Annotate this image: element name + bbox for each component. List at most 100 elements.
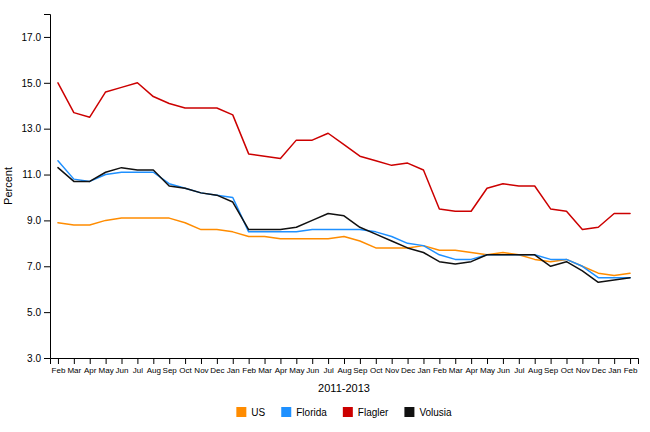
legend: USFloridaFlaglerVolusia — [236, 407, 452, 418]
y-tick-mark — [44, 175, 50, 176]
plot: FebMarAprMayJunJulAugSepOctNovDecJanFebM… — [2, 15, 639, 395]
x-tick-label: Apr — [275, 366, 288, 375]
x-tick-label: Jul — [514, 366, 524, 375]
x-tick-label: Oct — [370, 366, 383, 375]
x-tick: Feb — [242, 358, 256, 375]
x-tick: Oct — [561, 358, 574, 375]
legend-swatch — [343, 407, 353, 417]
x-tick: May — [480, 358, 495, 375]
x-tick-mark — [90, 358, 91, 364]
x-tick-label: Feb — [242, 366, 256, 375]
y-tick-label: 17.0 — [22, 32, 42, 43]
x-tick-mark — [360, 358, 361, 364]
y-tick: 9.0 — [27, 215, 50, 226]
y-tick-mark — [44, 266, 50, 267]
x-tick-label: Sep — [163, 366, 178, 375]
x-tick: Oct — [179, 358, 192, 375]
x-tick-label: Feb — [624, 366, 638, 375]
legend-item: US — [236, 407, 265, 418]
x-tick-mark — [614, 358, 615, 364]
x-tick: Oct — [370, 358, 383, 375]
legend-item: Florida — [281, 407, 327, 418]
x-tick: Jun — [306, 358, 319, 375]
x-tick-mark — [455, 358, 456, 364]
x-tick-mark — [408, 358, 409, 364]
x-tick-label: Apr — [84, 366, 97, 375]
x-axis-line — [51, 359, 639, 365]
x-tick: Nov — [194, 358, 208, 375]
x-tick-mark — [58, 358, 59, 364]
x-tick-label: May — [99, 366, 114, 375]
y-tick-mark — [44, 220, 50, 221]
x-tick: Feb — [52, 358, 66, 375]
x-tick-label: Feb — [433, 366, 447, 375]
x-tick-label: Aug — [528, 366, 542, 375]
x-tick-label: Aug — [147, 366, 161, 375]
x-tick: Mar — [67, 358, 81, 375]
y-tick: 11.0 — [22, 169, 50, 180]
x-tick: Aug — [337, 358, 351, 375]
x-tick-label: Mar — [449, 366, 463, 375]
x-tick: Aug — [528, 358, 542, 375]
x-tick-label: Nov — [576, 366, 590, 375]
x-tick: Sep — [353, 358, 368, 375]
y-axis-title: Percent — [2, 167, 14, 205]
x-tick: Jul — [514, 358, 524, 375]
x-tick-label: Oct — [561, 366, 574, 375]
x-tick-mark — [233, 358, 234, 364]
y-tick-label: 11.0 — [22, 169, 41, 180]
legend-swatch — [404, 407, 414, 417]
x-tick-mark — [535, 358, 536, 364]
legend-item: Volusia — [404, 407, 452, 418]
x-tick: Nov — [576, 358, 590, 375]
x-tick-label: Jan — [418, 366, 431, 375]
x-tick: Jan — [608, 358, 621, 375]
legend-swatch — [236, 407, 246, 417]
x-tick-label: Mar — [258, 366, 272, 375]
y-tick-mark — [44, 83, 50, 84]
x-tick: May — [99, 358, 114, 375]
x-tick-label: Sep — [353, 366, 368, 375]
x-tick-mark — [137, 358, 138, 364]
x-tick-label: Feb — [52, 366, 66, 375]
x-tick: Apr — [84, 358, 97, 375]
x-tick: Sep — [544, 358, 559, 375]
x-tick-label: Jan — [227, 366, 240, 375]
x-tick-mark — [519, 358, 520, 364]
chart: FebMarAprMayJunJulAugSepOctNovDecJanFebM… — [0, 0, 650, 432]
x-tick: Dec — [210, 358, 224, 375]
x-tick-mark — [598, 358, 599, 364]
x-tick-mark — [487, 358, 488, 364]
x-tick-mark — [122, 358, 123, 364]
x-tick-label: Aug — [337, 366, 351, 375]
x-tick-mark — [169, 358, 170, 364]
y-tick-label: 13.0 — [22, 123, 42, 134]
x-tick: Jul — [323, 358, 333, 375]
x-tick: Sep — [163, 358, 178, 375]
x-tick-label: Sep — [544, 366, 559, 375]
x-tick-label: Jun — [497, 366, 510, 375]
x-tick: Apr — [465, 358, 478, 375]
x-tick-mark — [74, 358, 75, 364]
x-tick-label: Jun — [116, 366, 129, 375]
y-axis: 3.05.07.09.011.013.015.017.0 — [22, 15, 51, 364]
x-tick-label: Jul — [323, 366, 333, 375]
series-line — [58, 83, 630, 230]
y-tick-label: 7.0 — [27, 261, 41, 272]
y-tick: 3.0 — [27, 353, 50, 364]
y-tick-mark — [44, 37, 50, 38]
x-tick-label: Jul — [133, 366, 143, 375]
x-tick-mark — [296, 358, 297, 364]
legend-label: Florida — [296, 407, 327, 418]
x-tick-mark — [249, 358, 250, 364]
x-tick: Dec — [401, 358, 415, 375]
x-tick: Jan — [227, 358, 240, 375]
x-tick-mark — [439, 358, 440, 364]
legend-label: Volusia — [419, 407, 452, 418]
y-tick-mark — [44, 129, 50, 130]
x-tick: Feb — [624, 358, 638, 375]
legend-swatch — [281, 407, 291, 417]
x-tick-mark — [280, 358, 281, 364]
series-line — [58, 161, 630, 278]
x-tick: Apr — [275, 358, 288, 375]
